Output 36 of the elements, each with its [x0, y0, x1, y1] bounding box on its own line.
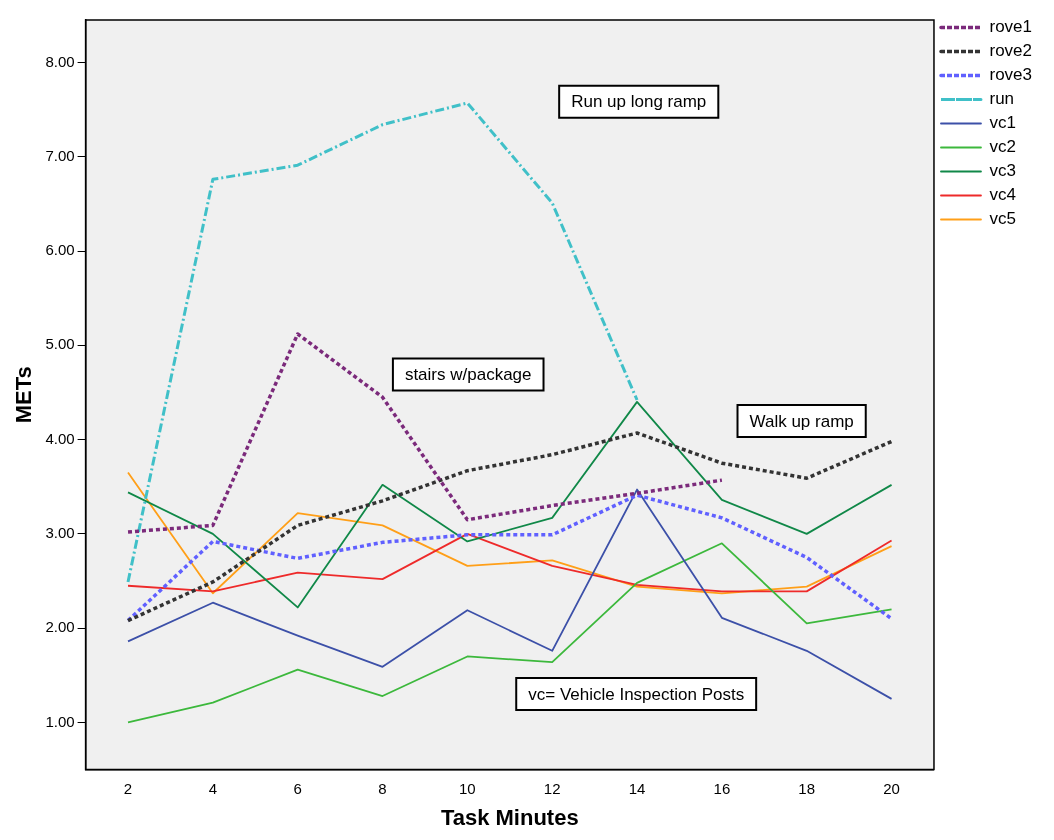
y-tick-label: 4.00: [45, 429, 75, 447]
y-tick-label: 1.00: [45, 712, 75, 730]
x-tick-label: 20: [883, 779, 900, 797]
annotation: vc= Vehicle Inspection Posts: [528, 684, 745, 704]
legend-label: rove1: [989, 17, 1033, 37]
y-tick-label: 6.00: [45, 241, 75, 259]
x-tick-label: 8: [378, 779, 387, 797]
line-series: [126, 493, 894, 623]
y-tick-label: 2.00: [45, 618, 75, 636]
x-tick-label: 12: [543, 779, 561, 797]
legend-label: run: [989, 89, 1015, 109]
annotation: Walk up ramp: [749, 411, 854, 431]
x-tick-label: 10: [459, 779, 476, 797]
x-tick-label: 16: [713, 779, 731, 797]
legend-label: vc3: [989, 161, 1016, 181]
y-tick-label: 7.00: [45, 146, 75, 164]
line-series: [126, 332, 724, 534]
x-tick-label: 2: [123, 779, 133, 797]
annotation: Run up long ramp: [571, 92, 707, 112]
x-axis-title: Task Minutes: [440, 804, 579, 830]
legend-label: vc2: [989, 137, 1016, 157]
legend-label: rove2: [989, 41, 1033, 61]
legend-label: rove3: [989, 65, 1033, 85]
x-tick-label: 18: [798, 779, 816, 797]
annotation: stairs w/package: [404, 365, 532, 385]
legend-label: vc5: [989, 209, 1016, 229]
legend-label: vc4: [989, 185, 1016, 205]
x-tick-label: 4: [208, 779, 218, 797]
x-tick-label: 14: [628, 779, 646, 797]
y-axis-title: METs: [11, 366, 37, 424]
legend-label: vc1: [989, 113, 1016, 133]
y-tick-label: 3.00: [45, 524, 75, 542]
y-tick-label: 8.00: [45, 52, 75, 70]
y-tick-label: 5.00: [45, 335, 75, 353]
x-tick-label: 6: [293, 779, 302, 797]
line-series: [126, 431, 894, 623]
